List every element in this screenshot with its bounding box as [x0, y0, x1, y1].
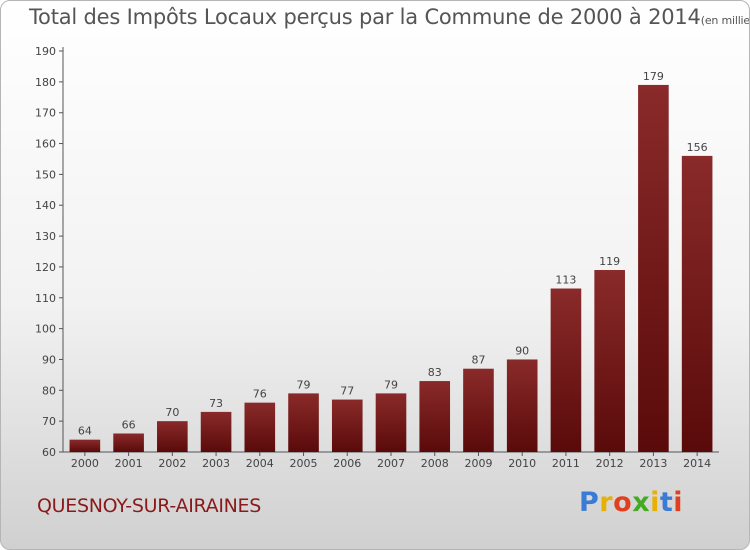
bar: [113, 433, 144, 452]
bar-value-label: 87: [471, 354, 485, 367]
bar: [244, 402, 276, 452]
bar: [288, 393, 319, 452]
y-tick-label: 80: [42, 384, 56, 397]
chart-title: Total des Impôts Locaux perçus par la Co…: [29, 5, 749, 29]
x-tick-label: 2004: [246, 457, 274, 470]
bar-value-label: 79: [384, 378, 398, 391]
logo-letter: r: [599, 487, 614, 518]
x-tick-label: 2006: [333, 457, 361, 470]
logo-letter: t: [659, 487, 674, 518]
x-tick-label: 2000: [71, 457, 99, 470]
bar: [638, 84, 669, 452]
y-tick-label: 180: [35, 76, 56, 89]
y-tick-label: 140: [35, 199, 56, 212]
x-tick-label: 2005: [290, 457, 318, 470]
bar: [157, 421, 188, 452]
bar-value-label: 113: [555, 274, 576, 287]
y-tick-label: 190: [35, 45, 56, 58]
x-tick-label: 2001: [115, 457, 143, 470]
y-tick-label: 130: [35, 230, 56, 243]
commune-name: QUESNOY-SUR-AIRAINES: [37, 495, 262, 517]
logo-letter: P: [579, 487, 600, 518]
bar-value-label: 156: [687, 141, 708, 154]
bar-value-label: 70: [165, 406, 179, 419]
y-tick-label: 170: [35, 107, 56, 120]
bar-value-label: 119: [599, 255, 620, 268]
x-tick-label: 2010: [508, 457, 536, 470]
bar-value-label: 77: [340, 385, 354, 398]
x-tick-label: 2012: [596, 457, 624, 470]
y-tick-label: 90: [42, 353, 56, 366]
bar-value-label: 73: [209, 397, 223, 410]
logo-letter: i: [673, 487, 684, 518]
y-tick-label: 100: [35, 323, 56, 336]
bar-value-label: 179: [643, 70, 664, 83]
bar-value-label: 90: [515, 344, 529, 357]
logo-letter: o: [613, 487, 633, 518]
bar-value-label: 76: [253, 388, 267, 401]
x-tick-label: 2008: [421, 457, 449, 470]
proxiti-logo: Proxiti: [579, 487, 699, 527]
bar: [375, 393, 407, 452]
bar: [506, 359, 538, 452]
y-tick-label: 110: [35, 292, 56, 305]
y-tick-label: 70: [42, 415, 56, 428]
logo-letter: x: [632, 487, 651, 518]
y-tick-label: 160: [35, 138, 56, 151]
bar-value-label: 83: [428, 366, 442, 379]
bar: [681, 155, 713, 452]
x-tick-label: 2014: [683, 457, 711, 470]
x-tick-label: 2003: [202, 457, 230, 470]
y-tick-label: 150: [35, 168, 56, 181]
x-tick-label: 2002: [158, 457, 186, 470]
bar: [69, 439, 101, 452]
bar-value-label: 79: [297, 378, 311, 391]
logo-letter: i: [650, 487, 660, 518]
bar: [419, 381, 451, 452]
bar-value-label: 66: [122, 418, 136, 431]
bar: [550, 288, 582, 452]
y-tick-label: 120: [35, 261, 56, 274]
y-tick-label: 60: [42, 446, 56, 459]
x-tick-label: 2009: [464, 457, 492, 470]
bar: [331, 399, 363, 452]
bar: [594, 270, 625, 452]
bar: [463, 368, 494, 452]
x-tick-label: 2007: [377, 457, 405, 470]
bar: [200, 411, 232, 452]
chart-title-unit: (en milliers d'€): [700, 14, 750, 27]
x-tick-label: 2013: [639, 457, 667, 470]
chart-title-text: Total des Impôts Locaux perçus par la Co…: [29, 5, 701, 29]
bar-value-label: 64: [78, 425, 92, 438]
x-tick-label: 2011: [552, 457, 580, 470]
